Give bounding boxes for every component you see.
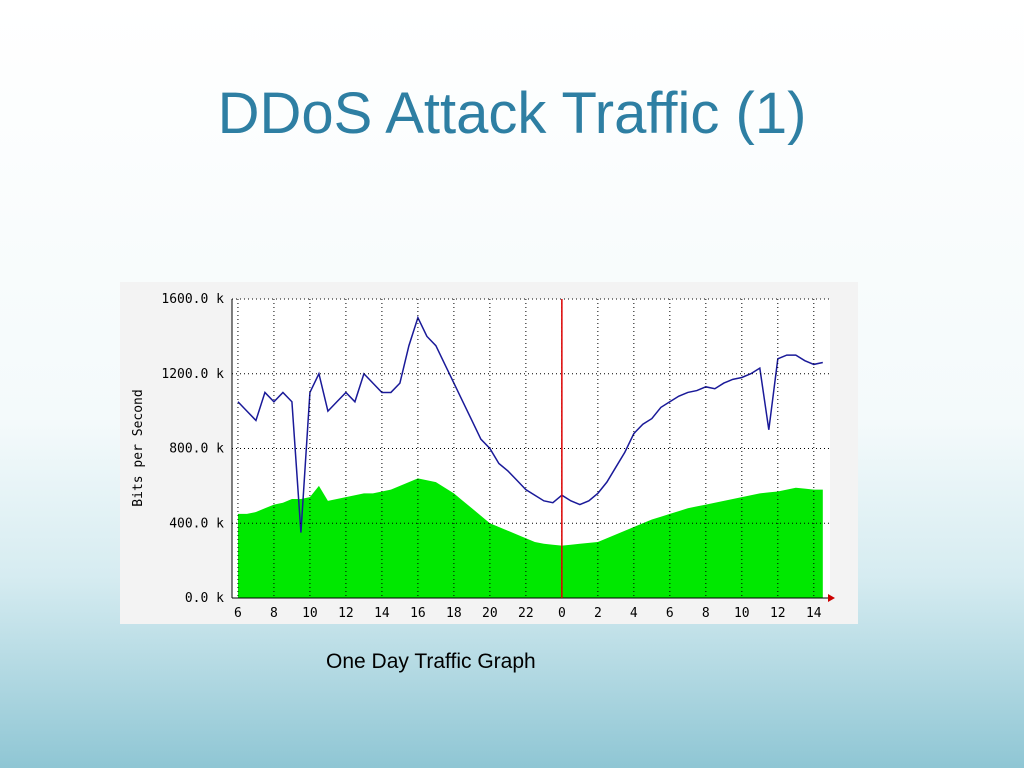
traffic-area <box>237 478 823 598</box>
x-tick-label: 16 <box>410 606 426 621</box>
x-tick-label: 6 <box>666 606 674 621</box>
y-tick-label: 1200.0 k <box>161 367 224 382</box>
x-tick-label: 12 <box>338 606 354 621</box>
y-tick-label: 0.0 k <box>185 591 224 606</box>
traffic-line <box>237 315 823 533</box>
x-tick-label: 4 <box>630 606 638 621</box>
x-tick-label: 14 <box>806 606 822 621</box>
y-tick-label: 800.0 k <box>169 442 224 457</box>
x-tick-label: 20 <box>482 606 498 621</box>
x-tick-label: 18 <box>446 606 462 621</box>
x-tick-label: 6 <box>234 606 242 621</box>
y-tick-label: 400.0 k <box>169 516 224 531</box>
x-tick-label: 22 <box>518 606 534 621</box>
y-axis-label: Bits per Second <box>131 389 146 506</box>
x-tick-label: 0 <box>558 606 566 621</box>
caption: One Day Traffic Graph <box>326 650 536 673</box>
x-tick-label: 10 <box>734 606 750 621</box>
axis-arrow <box>828 594 835 602</box>
x-tick-label: 8 <box>270 606 278 621</box>
x-tick-label: 14 <box>374 606 390 621</box>
x-tick-label: 10 <box>302 606 318 621</box>
x-tick-label: 2 <box>594 606 602 621</box>
x-tick-label: 12 <box>770 606 786 621</box>
y-tick-label: 1600.0 k <box>161 292 224 307</box>
x-tick-label: 8 <box>702 606 710 621</box>
slide-title: DDoS Attack Traffic (1) <box>217 81 807 146</box>
